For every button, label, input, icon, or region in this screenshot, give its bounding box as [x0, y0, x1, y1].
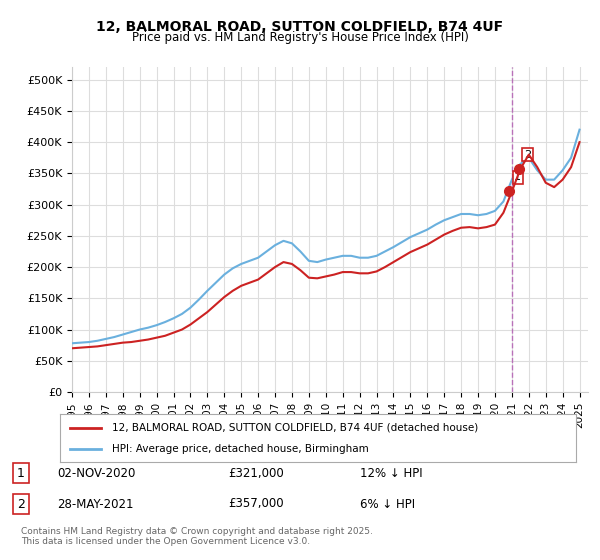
- Text: 1: 1: [17, 466, 25, 480]
- Text: 12% ↓ HPI: 12% ↓ HPI: [360, 466, 422, 480]
- Text: 1: 1: [514, 172, 521, 182]
- Text: HPI: Average price, detached house, Birmingham: HPI: Average price, detached house, Birm…: [112, 444, 368, 454]
- Text: Contains HM Land Registry data © Crown copyright and database right 2025.
This d: Contains HM Land Registry data © Crown c…: [21, 526, 373, 546]
- Text: 12, BALMORAL ROAD, SUTTON COLDFIELD, B74 4UF: 12, BALMORAL ROAD, SUTTON COLDFIELD, B74…: [97, 20, 503, 34]
- Text: 12, BALMORAL ROAD, SUTTON COLDFIELD, B74 4UF (detached house): 12, BALMORAL ROAD, SUTTON COLDFIELD, B74…: [112, 423, 478, 433]
- Text: 02-NOV-2020: 02-NOV-2020: [57, 466, 136, 480]
- Text: 2: 2: [524, 150, 531, 160]
- Text: £321,000: £321,000: [228, 466, 284, 480]
- Text: 6% ↓ HPI: 6% ↓ HPI: [360, 497, 415, 511]
- Text: £357,000: £357,000: [228, 497, 284, 511]
- Text: Price paid vs. HM Land Registry's House Price Index (HPI): Price paid vs. HM Land Registry's House …: [131, 31, 469, 44]
- Text: 2: 2: [17, 497, 25, 511]
- Text: 28-MAY-2021: 28-MAY-2021: [57, 497, 133, 511]
